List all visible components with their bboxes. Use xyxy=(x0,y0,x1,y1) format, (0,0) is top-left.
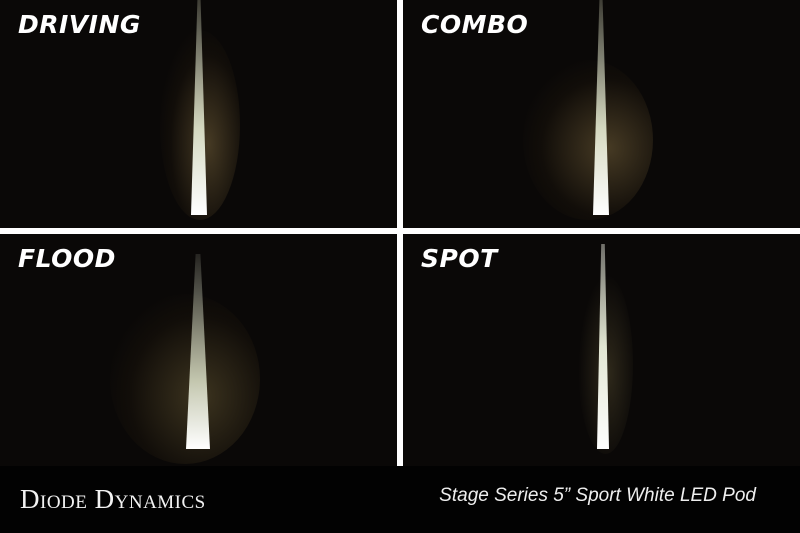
footer-bar: Diode Dynamics Stage Series 5” Sport Whi… xyxy=(0,466,800,533)
brand-logo: Diode Dynamics xyxy=(20,484,206,514)
panel-label: FLOOD xyxy=(18,244,116,273)
panel-label: SPOT xyxy=(421,244,498,273)
foliage-glow xyxy=(523,60,653,220)
foliage-glow xyxy=(110,294,260,464)
flood-beam-photo: FLOOD xyxy=(0,234,397,466)
panel-label: COMBO xyxy=(421,10,529,39)
combo-beam-photo: COMBO xyxy=(403,0,800,228)
spot-beam-photo: SPOT xyxy=(403,234,800,466)
panel-label: DRIVING xyxy=(18,10,141,39)
product-name: Stage Series 5” Sport White LED Pod xyxy=(439,485,756,506)
driving-beam-photo: DRIVING xyxy=(0,0,397,228)
